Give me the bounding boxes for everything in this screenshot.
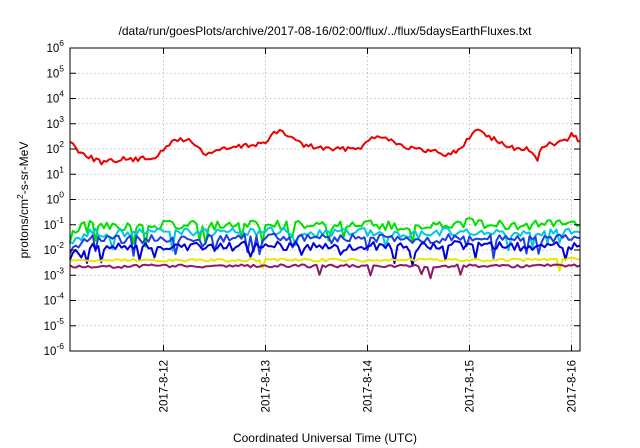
grid-lines [70,48,580,351]
y-axis-label: protons/cm2-s-sr-MeV [15,142,31,259]
y-tick-label: 10-1 [44,215,65,232]
y-tick-labels: 10-6 10-5 10-4 10-3 10-2 10-1 100 101 102 103 104 1… [44,38,580,358]
x-tick-label: 2017-8-12 [159,360,171,412]
y-tick-label: 104 [46,89,64,106]
x-tick-label: 2017-8-16 [567,360,579,412]
x-tick-label: 2017-8-14 [363,359,375,412]
y-tick-label: 10-6 [44,341,65,358]
y-tick-label: 106 [46,38,64,55]
x-axis-label: Coordinated Universal Time (UTC) [233,431,417,445]
y-tick-label: 10-2 [44,240,65,257]
y-tick-label: 102 [46,139,64,156]
series-line-5 [69,240,581,267]
series-layer [69,128,581,280]
series-line-7 [69,263,581,280]
series-line-2 [69,217,581,248]
y-tick-label: 10-3 [44,265,65,282]
x-tick-label: 2017-8-13 [261,360,273,412]
x-tick-label: 2017-8-15 [465,360,477,412]
y-tick-label: 105 [46,63,64,80]
y-tick-label: 100 [46,190,64,207]
y-tick-label: 10-4 [44,291,65,308]
series-line-6 [69,257,581,272]
chart-title: /data/run/goesPlots/archive/2017-08-16/0… [119,24,533,38]
y-tick-label: 101 [46,164,64,181]
y-tick-label: 10-5 [44,316,65,333]
series-line-3 [69,226,581,252]
x-tick-labels: 2017-8-12 2017-8-13 2017-8-14 2017-8-15 2017… [159,48,579,412]
y-tick-label: 103 [46,114,64,131]
series-line-1 [69,128,581,166]
